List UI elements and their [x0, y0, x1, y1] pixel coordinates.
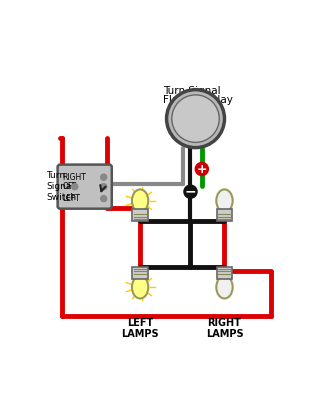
- FancyBboxPatch shape: [217, 208, 232, 221]
- Text: RIGHT: RIGHT: [63, 173, 86, 182]
- Circle shape: [101, 196, 107, 201]
- Circle shape: [101, 174, 107, 180]
- Text: LEFT: LEFT: [63, 194, 81, 203]
- Circle shape: [101, 184, 107, 190]
- Text: Turn Signal: Turn Signal: [163, 86, 220, 96]
- Text: Flasher Relay: Flasher Relay: [163, 95, 233, 105]
- FancyBboxPatch shape: [58, 164, 112, 209]
- Text: +: +: [197, 162, 207, 175]
- Ellipse shape: [216, 276, 233, 298]
- Circle shape: [166, 90, 225, 148]
- Text: Turn
Signal
Switch: Turn Signal Switch: [46, 171, 76, 202]
- FancyBboxPatch shape: [132, 208, 148, 221]
- Circle shape: [72, 184, 78, 190]
- Circle shape: [172, 95, 219, 142]
- Circle shape: [195, 162, 208, 175]
- Text: −: −: [185, 185, 196, 199]
- FancyBboxPatch shape: [132, 267, 148, 279]
- Text: RIGHT
LAMPS: RIGHT LAMPS: [206, 317, 243, 339]
- Text: OFF: OFF: [63, 182, 77, 191]
- FancyBboxPatch shape: [217, 267, 232, 279]
- Ellipse shape: [132, 189, 148, 212]
- Ellipse shape: [216, 189, 233, 212]
- Text: LEFT
LAMPS: LEFT LAMPS: [121, 317, 159, 339]
- Circle shape: [184, 185, 197, 198]
- Ellipse shape: [132, 276, 148, 298]
